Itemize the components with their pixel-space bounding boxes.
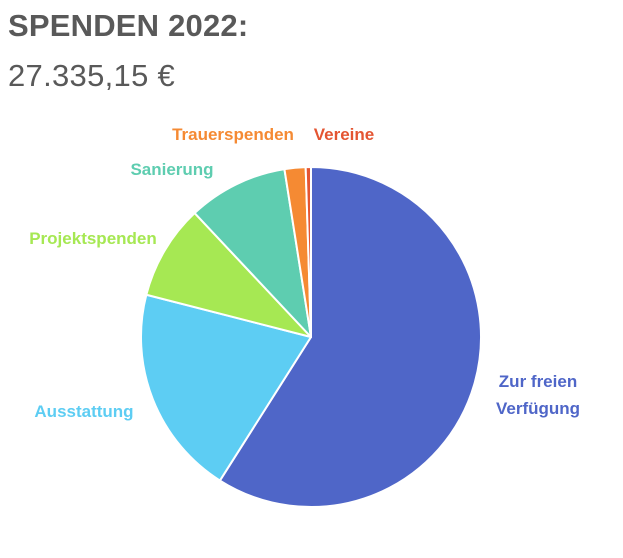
pie-slice-projektspenden <box>145 212 312 338</box>
slice-label-projektspenden: Projektspenden <box>29 229 157 248</box>
donation-total: 27.335,15 € <box>8 58 176 93</box>
chart-title: SPENDEN 2022: <box>8 8 249 43</box>
slice-label-trauerspenden: Trauerspenden <box>172 125 294 144</box>
slice-label-ausstattung: Ausstattung <box>34 402 133 421</box>
pie-slice-zur-freien-verfügung <box>218 166 482 508</box>
slice-label-sanierung: Sanierung <box>130 160 213 179</box>
slice-label-vereine: Vereine <box>314 125 375 144</box>
pie-slice-sanierung <box>193 168 312 338</box>
pie-slice-vereine <box>304 165 312 338</box>
pie-slice-ausstattung <box>139 293 312 482</box>
slice-label-zur-freien-verfügung: Zur freien Verfügung <box>496 372 580 418</box>
